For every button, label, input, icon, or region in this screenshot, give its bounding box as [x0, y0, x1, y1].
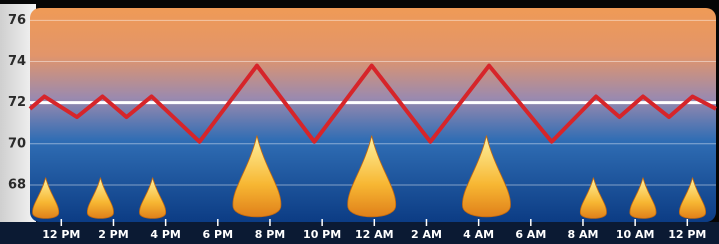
x-tick-label: 12 PM: [668, 228, 706, 241]
chart: 68 70 72 74 76 12 PM 2 PM 4 PM 6 PM 8 PM 10 PM 12 A…: [0, 0, 719, 244]
y-tick-label: 70: [8, 136, 26, 151]
x-tick-label: 12 AM: [355, 228, 394, 241]
y-tick-label: 72: [8, 95, 26, 110]
x-tick-label: 2 AM: [411, 228, 442, 241]
y-tick-label: 76: [8, 13, 26, 28]
x-tick-label: 6 AM: [515, 228, 546, 241]
y-tick-label: 74: [8, 54, 26, 69]
x-tick-label: 10 AM: [616, 228, 655, 241]
x-tick-label: 12 PM: [42, 228, 80, 241]
x-tick-label: 2 PM: [98, 228, 129, 241]
y-tick-label: 68: [8, 177, 26, 192]
x-tick-label: 4 AM: [463, 228, 494, 241]
x-tick-label: 8 PM: [255, 228, 286, 241]
x-tick-label: 4 PM: [150, 228, 181, 241]
x-tick-label: 10 PM: [303, 228, 341, 241]
x-tick-label: 6 PM: [203, 228, 234, 241]
x-tick-label: 8 AM: [567, 228, 598, 241]
